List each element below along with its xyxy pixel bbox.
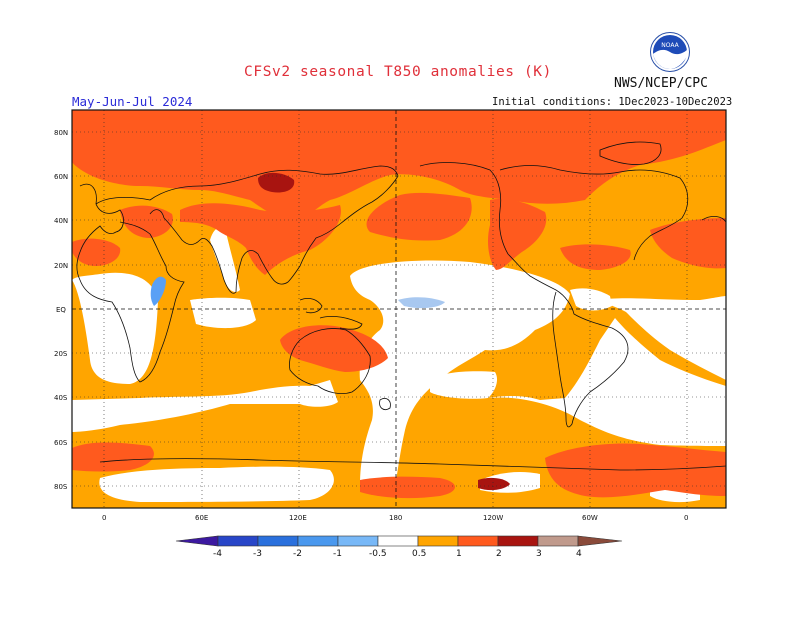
colorbar-label: 1 (456, 549, 462, 559)
lon-label: 0 (684, 514, 688, 522)
agency-label: NWS/NCEP/CPC (614, 76, 708, 91)
colorbar-label: -0.5 (369, 549, 387, 559)
colorbar-label: -3 (253, 549, 262, 559)
anomaly-region-2-3K-south-pacific (478, 477, 510, 491)
latitude-labels: 80N 60N 40N 20N EQ 20S 40S 60S 80S (54, 129, 68, 491)
colorbar-label: -4 (213, 549, 222, 559)
anomaly-field (72, 110, 726, 508)
lat-label: 20S (54, 350, 68, 358)
colorbar-segment (337, 535, 379, 547)
map-grid (72, 110, 726, 508)
colorbar-segment (497, 535, 539, 547)
lat-label: EQ (56, 306, 66, 314)
lat-label: 20N (54, 262, 68, 270)
lat-label: 60N (54, 173, 68, 181)
colorbar-segment (537, 535, 579, 547)
coastlines (76, 141, 726, 471)
map-frame (71, 109, 727, 509)
colorbar-segment (457, 535, 499, 547)
lat-label: 80S (54, 483, 68, 491)
lat-label: 40S (54, 394, 68, 402)
colorbar-segment (417, 535, 459, 547)
lat-label: 80N (54, 129, 68, 137)
colorbar-segment (257, 535, 299, 547)
lat-label: 60S (54, 439, 68, 447)
lon-label: 60E (195, 514, 208, 522)
colorbar-segment (217, 535, 259, 547)
anomaly-region-2-3K (258, 172, 295, 193)
colorbar-label: 3 (536, 549, 542, 559)
noaa-logo-icon: NOAA (650, 32, 690, 72)
colorbar-segment (577, 535, 623, 547)
colorbar-label: -2 (293, 549, 302, 559)
logo-text: NOAA (661, 42, 679, 49)
colorbar-label: -1 (333, 549, 342, 559)
lon-label: 0 (102, 514, 106, 522)
lon-label: 60W (582, 514, 598, 522)
colorbar-segment (377, 535, 419, 547)
colorbar-segment (175, 535, 219, 547)
map-grid-major (72, 110, 726, 508)
longitude-labels: 0 60E 120E 180 120W 60W 0 (102, 514, 688, 522)
anomaly-region-1-2K (72, 110, 726, 499)
chart-title: CFSv2 seasonal T850 anomalies (K) (244, 64, 552, 80)
lon-label: 180 (389, 514, 402, 522)
colorbar-label: 2 (496, 549, 502, 559)
lon-label: 120E (289, 514, 307, 522)
colorbar-label: 4 (576, 549, 582, 559)
colorbar-segment (297, 535, 339, 547)
season-label: May-Jun-Jul 2024 (72, 94, 193, 109)
colorbar (175, 535, 623, 547)
colorbar-label: 0.5 (412, 549, 426, 559)
anomaly-region-cold-pacific (398, 297, 445, 309)
lat-label: 40N (54, 217, 68, 225)
near-normal-regions (72, 227, 726, 503)
colorbar-labels: -4 -3 -2 -1 -0.5 0.5 1 2 3 4 (213, 549, 582, 559)
lon-label: 120W (483, 514, 503, 522)
anomaly-region-cold (150, 276, 166, 306)
initial-conditions-label: Initial conditions: 1Dec2023-10Dec2023 (492, 96, 733, 108)
